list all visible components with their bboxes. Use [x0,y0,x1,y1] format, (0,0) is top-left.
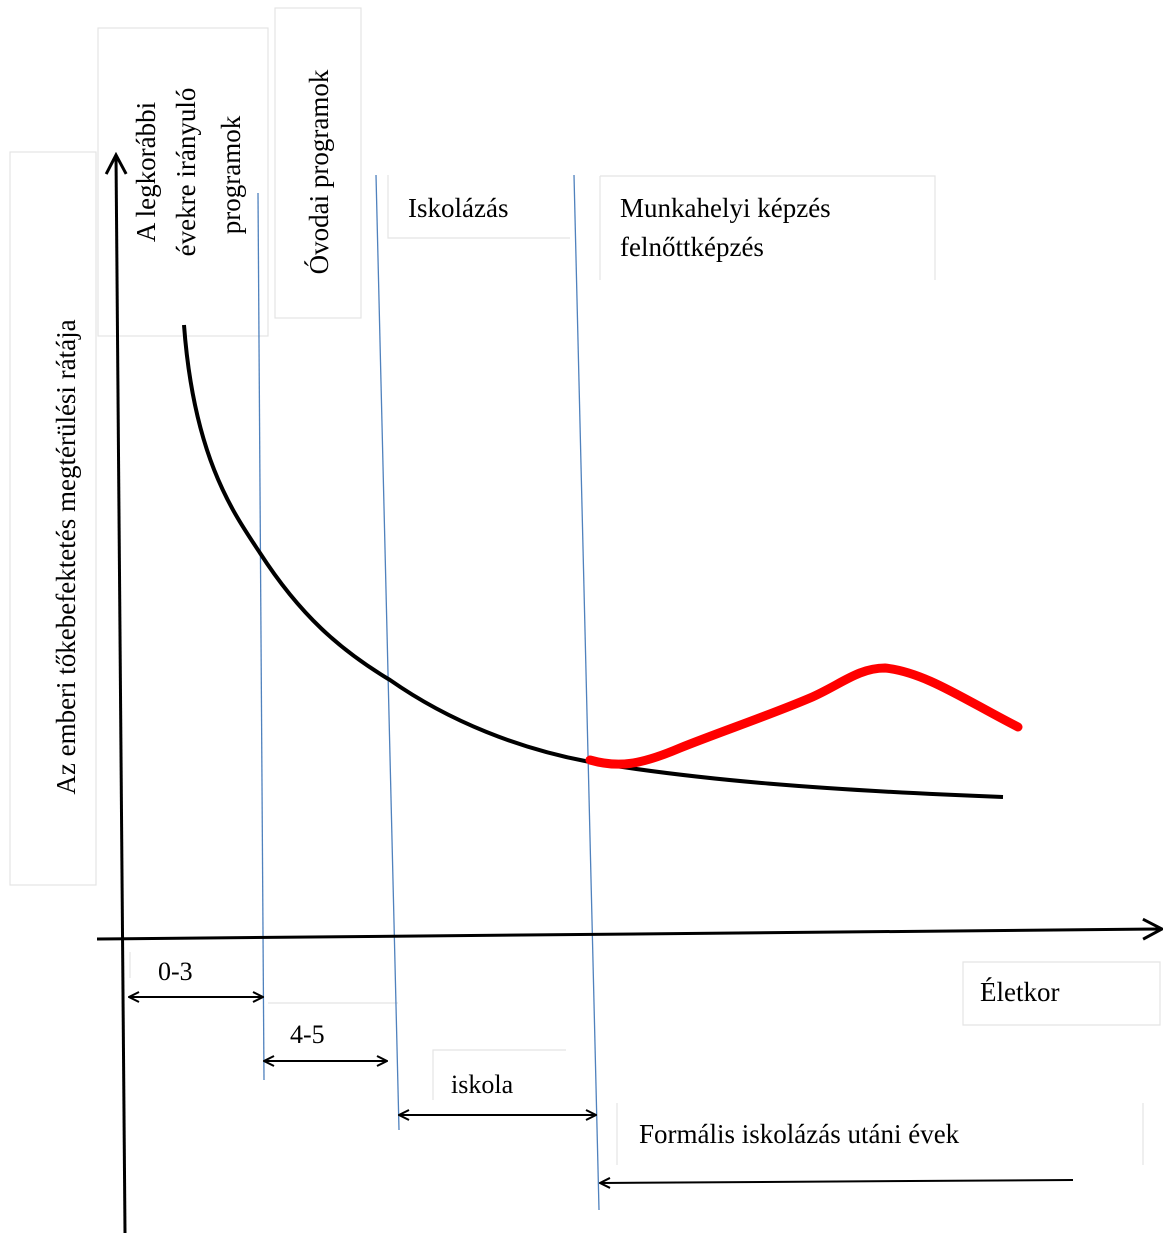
x-axis-label: Életkor [980,977,1059,1007]
range-0-3-label: 0-3 [158,957,193,986]
workplace-training-curve [590,668,1018,764]
workplace-label-box [600,176,935,280]
schooling-label: Iskolázás [408,193,508,223]
early-years-label-line1: A legkorábbi [131,102,161,242]
early-years-label-line2: évekre irányuló [171,88,201,257]
workplace-label-line1: Munkahelyi képzés [620,193,831,223]
divider-school-post [574,175,599,1210]
workplace-label-line2: felnőttképzés [620,232,764,262]
range-iskola-label: iskola [451,1070,514,1099]
return-rate-curve [184,325,1003,797]
range-post-school-label: Formális iskolázás utáni évek [639,1119,960,1149]
x-axis [97,929,1162,939]
divider-preschool-school [376,175,399,1130]
early-years-label-line3: programok [216,115,246,234]
preschool-label: Óvodai programok [304,69,334,274]
y-axis-label: Az emberi tőkebefektetés megtérülési rát… [51,319,81,794]
range-post-school-arrow [601,1180,1073,1183]
range-4-5-label: 4-5 [290,1020,325,1049]
